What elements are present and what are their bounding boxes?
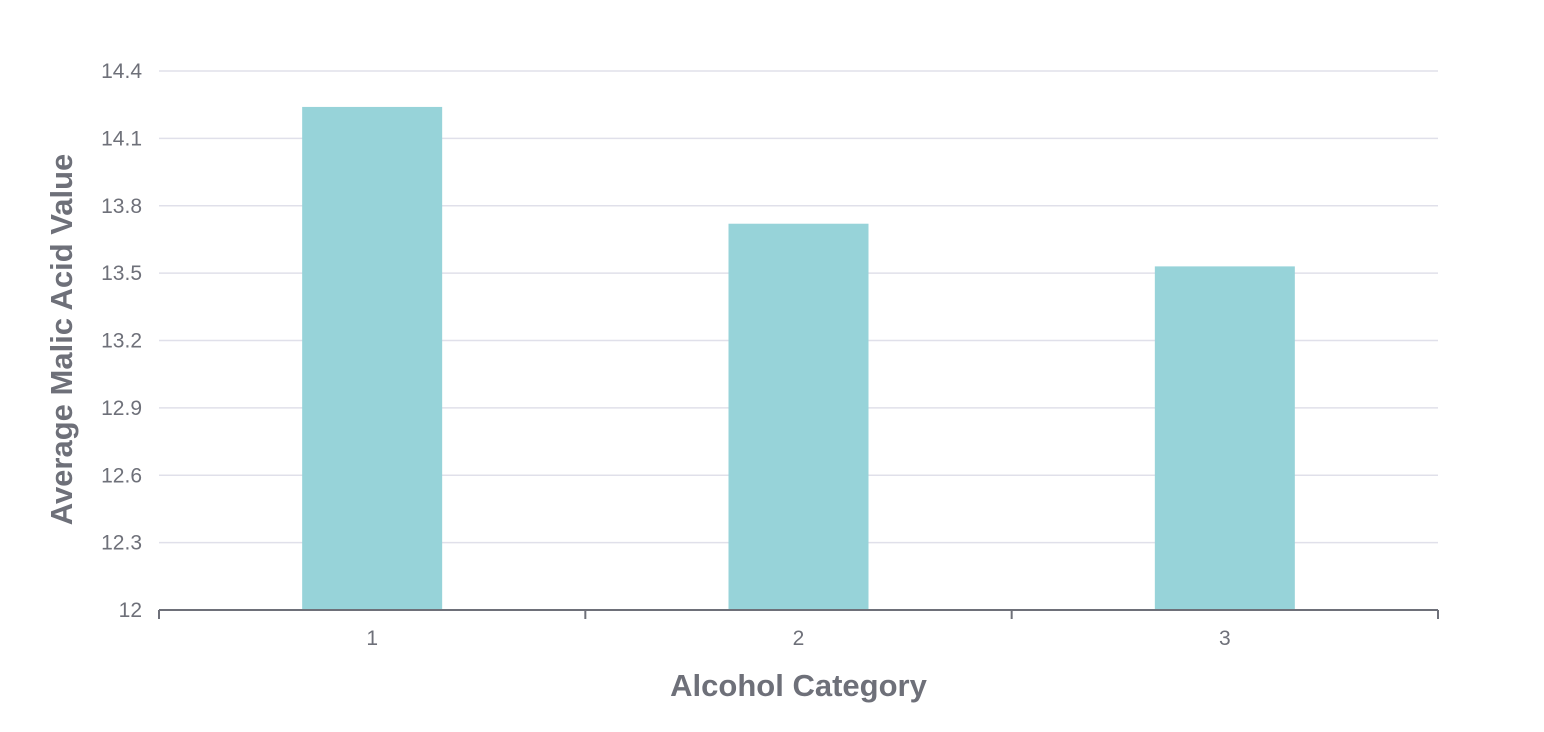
bar-3 [1154,266,1295,610]
x-tick-label: 3 [1219,627,1231,650]
y-tick-label: 13.8 [101,195,142,218]
y-tick-label: 13.5 [101,262,142,285]
bar-1 [302,106,443,610]
x-tick-label: 2 [793,627,805,650]
y-axis-title: Average Malic Acid Value [44,154,79,526]
axes [158,609,1439,619]
y-tick-label: 12.9 [101,397,142,420]
y-tick-label: 12.6 [101,464,142,487]
y-tick-label: 13.2 [101,330,142,353]
x-tick-labels: 1 2 3 [366,627,1230,650]
y-tick-labels: 12 12.3 12.6 12.9 13.2 13.5 13.8 14.1 14.4 [101,60,142,622]
y-tick-label: 12.3 [101,532,142,555]
x-axis-title: Alcohol Category [670,668,927,703]
y-tick-label: 12 [119,599,142,622]
x-tick-label: 1 [366,627,378,650]
bar-2 [728,223,869,610]
y-tick-label: 14.4 [101,60,142,83]
bars [302,106,1295,610]
y-tick-label: 14.1 [101,127,142,150]
